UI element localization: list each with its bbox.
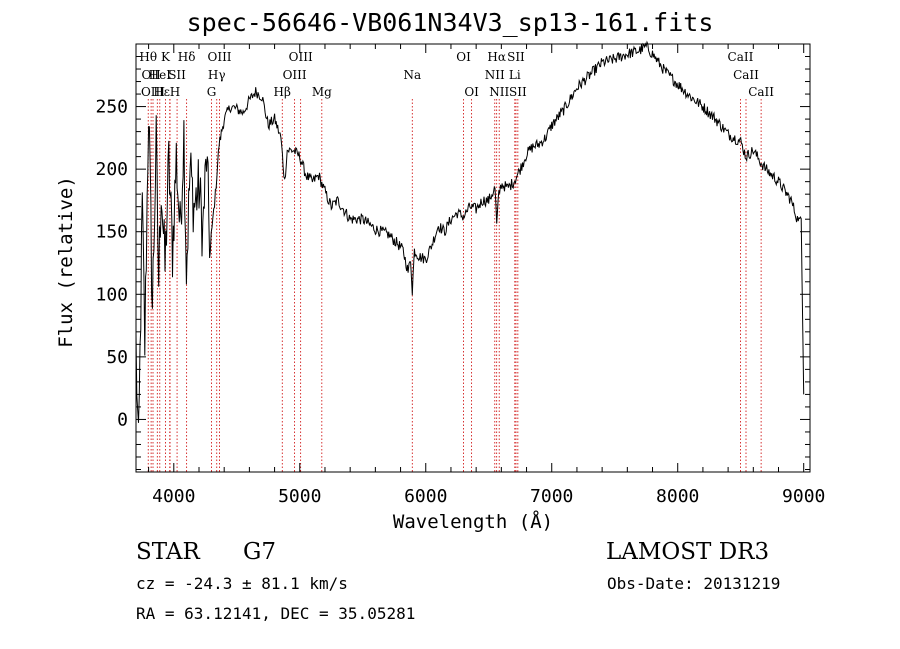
x-tick-label: 8000 — [656, 486, 699, 507]
line-label: OIII — [141, 85, 165, 99]
x-tick-label: 7000 — [530, 486, 573, 507]
survey-name: LAMOST DR3 — [606, 539, 770, 565]
line-label: SII — [509, 85, 527, 99]
line-label: Li — [509, 68, 521, 82]
line-label: Hγ — [208, 68, 226, 82]
line-label: OI — [456, 50, 471, 64]
spectrum-series — [135, 40, 805, 423]
line-label: CaII — [728, 50, 754, 64]
y-tick-label: 50 — [106, 347, 128, 368]
line-label: HeI — [149, 68, 172, 82]
redshift-text: cz = -24.3 ± 81.1 km/s — [136, 574, 348, 593]
line-label: OIII — [289, 50, 313, 64]
x-tick-label: 9000 — [782, 486, 825, 507]
line-label: Mg — [312, 85, 332, 99]
line-label: OIII — [283, 68, 307, 82]
line-label: SII — [507, 50, 525, 64]
line-label: CaII — [733, 68, 759, 82]
x-tick-label: 6000 — [404, 486, 447, 507]
line-label: G — [207, 85, 217, 99]
y-tick-label: 250 — [95, 97, 128, 118]
y-tick-label: 100 — [95, 284, 128, 305]
y-tick-label: 200 — [95, 159, 128, 180]
line-markers — [147, 99, 762, 472]
line-label: H — [170, 85, 180, 99]
line-label: K — [161, 50, 171, 64]
x-axis-label: Wavelength (Å) — [392, 511, 554, 533]
line-label: SII — [168, 68, 186, 82]
line-label: OIII — [207, 50, 231, 64]
x-tick-label: 4000 — [152, 486, 195, 507]
line-label: Hε — [153, 85, 170, 99]
line-label: Hθ — [139, 50, 157, 64]
line-label: Hα — [487, 50, 506, 64]
line-labels: Hθ OII OIII HeI K Hε H SII Hδ G Hγ OIII Hβ OIII OIII Mg… — [139, 50, 774, 99]
plot-frame — [135, 43, 811, 473]
chart-title: spec-56646-VB061N34V3_sp13-161.fits — [186, 8, 714, 37]
obs-date: Obs-Date: 20131219 — [607, 574, 781, 593]
object-class: STAR — [136, 539, 200, 565]
x-axis: 4000 5000 6000 7000 8000 9000 — [148, 44, 825, 507]
y-tick-label: 150 — [95, 222, 128, 243]
line-label: CaII — [748, 85, 774, 99]
line-label: NII — [489, 85, 509, 99]
line-label: Hβ — [274, 85, 291, 99]
line-label: NII — [485, 68, 505, 82]
y-axis: 0 50 100 150 200 250 — [95, 56, 810, 470]
spectrum-line — [135, 40, 805, 423]
line-label: Na — [403, 68, 421, 82]
x-tick-label: 5000 — [278, 486, 321, 507]
y-axis-label: Flux (relative) — [55, 176, 77, 348]
y-tick-label: 0 — [117, 409, 128, 430]
object-subclass: G7 — [243, 539, 277, 565]
line-label: OII — [141, 68, 161, 82]
coordinates: RA = 63.12141, DEC = 35.05281 — [136, 604, 416, 623]
line-label: Hδ — [178, 50, 196, 64]
line-label: OI — [464, 85, 479, 99]
